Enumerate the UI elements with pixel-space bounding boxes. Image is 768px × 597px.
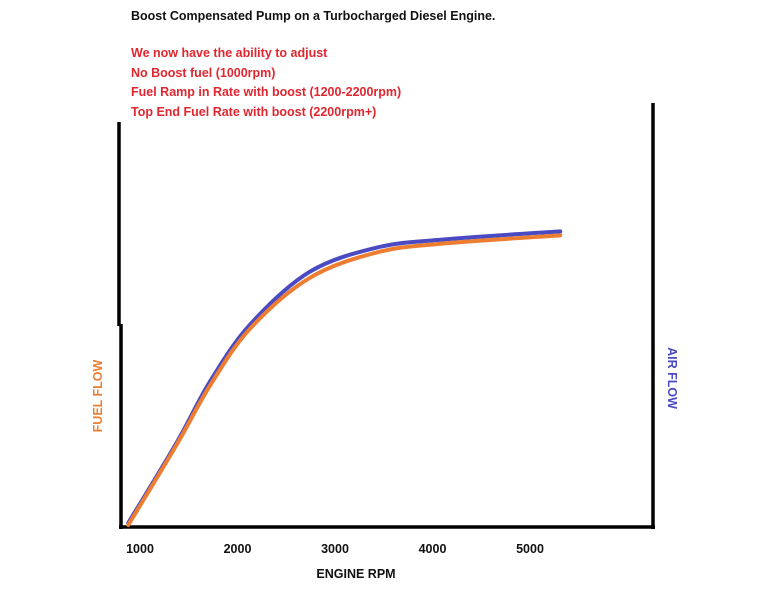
series-line-air-flow — [126, 229, 563, 525]
annotation-line: Top End Fuel Rate with boost (2200rpm+) — [131, 105, 377, 119]
annotation-line: No Boost fuel (1000rpm) — [131, 66, 276, 80]
series-line-fuel-flow — [126, 233, 563, 527]
y-axis-label-left: FUEL FLOW — [91, 359, 105, 432]
annotation-line: Fuel Ramp in Rate with boost (1200-2200r… — [131, 85, 402, 99]
x-tick-label: 2000 — [224, 542, 252, 556]
x-tick-label: 3000 — [321, 542, 349, 556]
x-tick-label: 4000 — [419, 542, 447, 556]
x-tick-label: 1000 — [126, 542, 154, 556]
annotation-line: We now have the ability to adjust — [131, 46, 328, 60]
x-tick-label: 5000 — [516, 542, 544, 556]
x-axis-label: ENGINE RPM — [316, 567, 395, 581]
chart-title: Boost Compensated Pump on a Turbocharged… — [131, 9, 496, 23]
y-axis-label-right: AIR FLOW — [665, 347, 679, 409]
